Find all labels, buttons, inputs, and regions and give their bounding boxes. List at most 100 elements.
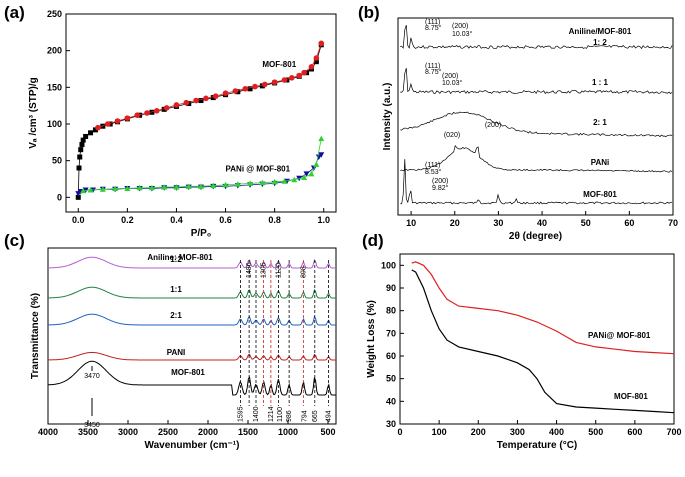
x-axis-label: Temperature (°C) <box>497 440 578 451</box>
series-label: PANi@ MOF-801 <box>588 331 651 340</box>
data-point <box>183 99 190 106</box>
data-point <box>92 127 98 133</box>
x-tick-label: 1500 <box>238 427 258 437</box>
data-point <box>78 147 84 153</box>
data-point <box>95 124 101 131</box>
data-point <box>318 152 325 158</box>
data-point <box>313 59 319 65</box>
ftir-trace <box>48 286 336 299</box>
y-tick-label: 90 <box>386 283 396 293</box>
y-axis-label: Vₐ /cm³ (STP)/g <box>28 77 39 149</box>
peak-label: 794 <box>301 410 308 422</box>
ftir-trace <box>48 360 336 396</box>
y-tick-label: 50 <box>386 374 396 384</box>
data-point <box>114 118 121 124</box>
data-point <box>163 105 170 111</box>
data-point <box>313 55 320 61</box>
peak-label: 1400 <box>253 406 260 422</box>
y-tick-label: 50 <box>52 156 62 166</box>
y-axis-label: Intensity (a.u.) <box>382 83 393 151</box>
data-point <box>173 184 180 190</box>
x-tick-label: 0.4 <box>170 215 183 225</box>
data-point <box>247 180 254 186</box>
data-point <box>112 185 119 192</box>
x-tick-label: 0 <box>397 427 402 437</box>
data-point <box>259 83 265 89</box>
y-tick-label: 150 <box>47 82 62 92</box>
series-label: 2:1 <box>170 311 182 320</box>
data-point <box>185 183 192 189</box>
y-tick-label: 60 <box>386 351 396 361</box>
x-tick-label: 500 <box>320 427 335 437</box>
x-tick-label: 0.2 <box>121 215 134 225</box>
x-tick-label: 0.8 <box>268 215 281 225</box>
peak-label: (111) <box>425 19 440 26</box>
y-tick-label: 100 <box>47 119 62 129</box>
peak-label: 986 <box>286 410 293 422</box>
series-line <box>97 43 322 129</box>
data-point <box>234 181 241 187</box>
series-label: MOF-801 <box>614 392 648 401</box>
peak-label: (020) <box>444 132 460 139</box>
panel-label: (a) <box>4 3 25 22</box>
y-tick-label: 70 <box>386 328 396 338</box>
y-tick-label: 100 <box>381 260 396 270</box>
data-point <box>281 77 288 83</box>
data-point <box>210 182 217 189</box>
plot-frame <box>399 253 675 425</box>
y-tick-label: 80 <box>386 306 396 316</box>
peak-label: (200) <box>442 73 458 80</box>
data-point <box>87 187 94 193</box>
data-point <box>210 95 216 101</box>
data-point <box>104 121 111 127</box>
plot-frame <box>397 17 674 216</box>
peak-label: 8.53° <box>425 168 442 176</box>
data-point <box>161 184 168 190</box>
panel-b: 10 20 30 40 50 60 70 2θ (degree) Intensity (a.u.… <box>358 3 678 242</box>
x-tick-label: 3500 <box>78 427 98 437</box>
x-tick-label: 60 <box>624 218 634 228</box>
x-tick-label: 300 <box>510 427 525 437</box>
x-tick-label: 400 <box>549 427 564 437</box>
xrd-trace <box>400 159 673 205</box>
data-point <box>154 108 160 114</box>
series-label: PANi <box>591 158 610 167</box>
peak-label: 494 <box>325 410 332 422</box>
series-label: 2: 1 <box>593 118 607 127</box>
peak-label: 1100 <box>277 407 284 422</box>
data-point <box>301 174 308 181</box>
peak-label: (111) <box>425 162 440 169</box>
data-point <box>242 86 248 92</box>
x-tick-label: 30 <box>493 218 503 228</box>
y-tick-label: 30 <box>386 419 396 429</box>
series-label: 1:1 <box>170 285 182 294</box>
x-tick-label: 40 <box>537 218 547 228</box>
data-point <box>80 137 86 143</box>
x-axis-label: Wavenumber (cm⁻¹) <box>145 440 240 451</box>
peak-label: 808 <box>300 266 307 278</box>
peak-label: 9.82° <box>432 184 449 192</box>
peak-label: (111) <box>425 63 440 70</box>
series-label: PANI <box>167 348 186 357</box>
data-point <box>281 178 288 184</box>
data-point <box>318 40 325 47</box>
panel-label: (c) <box>4 231 25 250</box>
y-axis-label: Weight Loss (%) <box>366 300 377 378</box>
peak-label: 1486 <box>246 262 253 278</box>
x-tick-label: 10 <box>406 218 416 228</box>
series-label: MOF-801 <box>171 368 205 377</box>
panel-c: 4000 3500 3000 2500 2000 1500 1000 500 Wavenumbe… <box>4 231 337 451</box>
x-tick-label: 1.0 <box>317 215 330 225</box>
peak-label: 8.75° <box>425 24 442 32</box>
peak-label: 10.03° <box>452 30 473 38</box>
ftir-trace <box>48 351 336 361</box>
y-tick-label: 0 <box>57 192 62 202</box>
x-tick-label: 4000 <box>38 427 58 437</box>
data-point <box>79 142 85 148</box>
x-tick-label: 700 <box>666 427 681 437</box>
series-annotation: PANi @ MOF-801 <box>226 165 291 174</box>
oh-label: 3470 <box>84 373 100 380</box>
data-point <box>203 95 209 102</box>
peak-label: (200) <box>485 122 501 129</box>
series-label: MOF-801 <box>583 190 617 199</box>
